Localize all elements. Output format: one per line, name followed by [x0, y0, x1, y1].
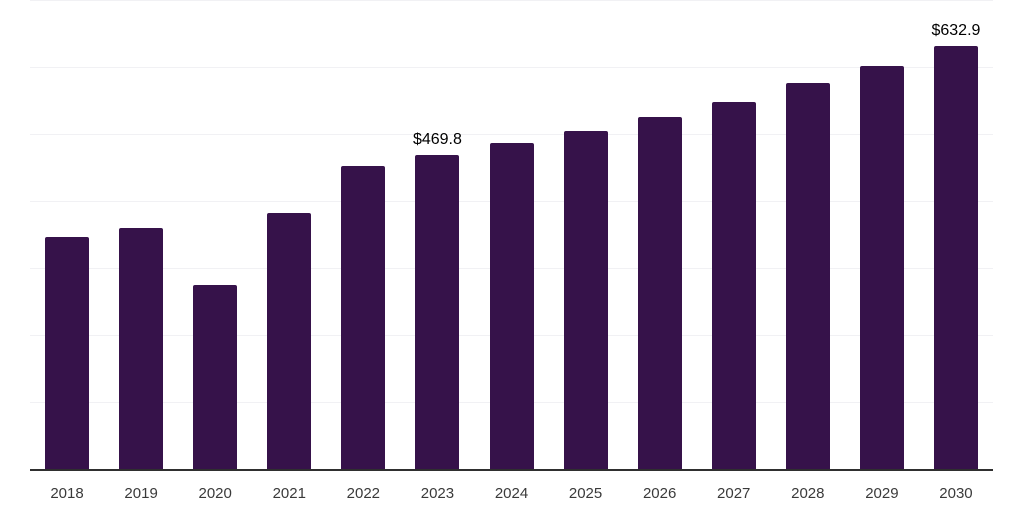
x-tick-label-2020: 2020	[198, 485, 232, 502]
x-tick-label-2018: 2018	[50, 485, 84, 502]
bar-2019	[119, 228, 164, 470]
x-tick-label-2025: 2025	[568, 485, 603, 502]
gridline-600	[30, 67, 993, 68]
bar-2018	[45, 236, 90, 470]
bar-2030	[933, 45, 978, 470]
bar-2025	[563, 130, 608, 470]
bar-2020	[193, 285, 238, 470]
bar-2021	[267, 212, 312, 470]
value-label-2030: $632.9	[931, 21, 981, 39]
x-tick-label-2023: 2023	[420, 485, 455, 502]
plot-area: $469.8 $632.9	[30, 0, 993, 470]
bar-2024	[489, 143, 534, 470]
x-tick-label-2027: 2027	[717, 485, 751, 502]
bar-2029	[859, 66, 904, 470]
gridline-700	[30, 0, 993, 1]
value-label-2023: $469.8	[412, 131, 462, 149]
x-tick-label-2019: 2019	[124, 485, 158, 502]
x-tick-label-2026: 2026	[642, 485, 677, 502]
x-tick-label-2030: 2030	[939, 485, 973, 502]
bar-2023	[415, 155, 460, 470]
bar-2027	[711, 101, 756, 470]
x-tick-label-2021: 2021	[272, 485, 306, 502]
bar-2026	[637, 116, 682, 470]
gridline-500	[30, 134, 993, 135]
x-tick-label-2028: 2028	[791, 485, 825, 502]
x-tick-label-2029: 2029	[865, 485, 899, 502]
x-axis-line	[30, 469, 993, 471]
bar-2028	[785, 83, 830, 470]
bar-2022	[341, 165, 386, 470]
x-tick-label-2022: 2022	[346, 485, 381, 502]
x-tick-label-2024: 2024	[494, 485, 529, 502]
